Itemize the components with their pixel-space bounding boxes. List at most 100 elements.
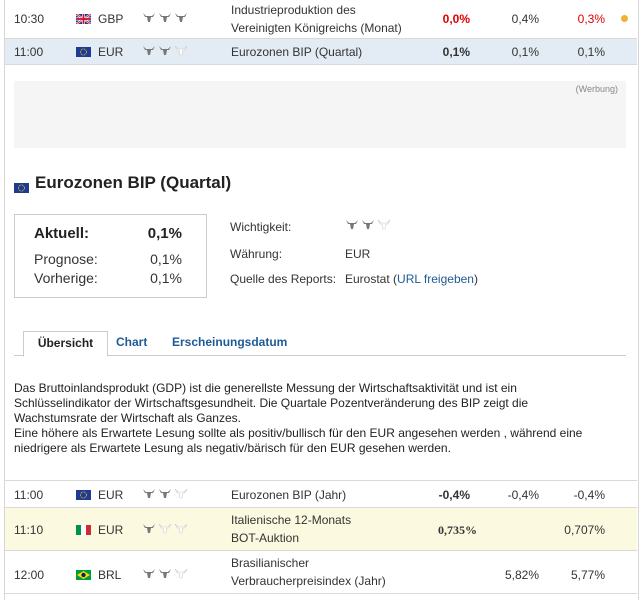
forecast-value: 5,82% xyxy=(504,568,539,582)
gb-flag-icon xyxy=(75,13,92,25)
event-name[interactable]: Eurozonen BIP (Jahr) xyxy=(231,488,347,502)
table-row[interactable]: 11:00 EUR Eurozonen BIP (Jahr) -0,4% -0,… xyxy=(5,482,637,508)
importance-rating xyxy=(142,12,188,23)
aktuell-label: Aktuell: xyxy=(34,225,90,242)
event-name-line2: Verbraucherpreisindex (Jahr) xyxy=(231,574,386,588)
event-name-line1: Brasilianischer xyxy=(231,556,310,570)
url-share-link[interactable]: URL freigeben xyxy=(397,272,474,286)
bull-icon-filled xyxy=(142,12,156,23)
event-time: 11:00 xyxy=(14,45,44,59)
eu-flag-icon xyxy=(76,46,91,57)
importance-rating xyxy=(142,523,188,534)
values-box: Aktuell: 0,1% Prognose: 0,1% Vorherige: … xyxy=(14,214,207,298)
forecast-value: -0,4% xyxy=(507,488,539,502)
description-line: niedrigere als Erwartete Lesung als nega… xyxy=(14,441,451,455)
description-line: Wachstumsrate der Wirtschaft als Ganzes. xyxy=(14,411,241,425)
prognose-value: 0,1% xyxy=(150,251,182,267)
eu-flag-icon xyxy=(14,178,29,193)
table-row[interactable]: 12:00 BRL Brasilianischer Verbraucherpre… xyxy=(5,551,637,594)
currency-code: EUR xyxy=(98,523,124,537)
event-name-line2: Vereinigten Königreichs (Monat) xyxy=(231,21,402,35)
bull-icon-empty xyxy=(174,523,188,534)
bull-icon-empty xyxy=(174,45,188,56)
event-name-line2: BOT-Auktion xyxy=(231,531,300,545)
quelle-source: Eurostat ( xyxy=(345,272,398,286)
tab-chart[interactable]: Chart xyxy=(116,335,148,349)
quelle-label: Quelle des Reports: xyxy=(230,272,337,286)
actual-value: 0,735% xyxy=(438,523,477,537)
ad-label: (Werbung) xyxy=(575,84,618,94)
event-name-line1: Industrieproduktion des xyxy=(231,3,356,17)
currency-code: EUR xyxy=(98,488,124,502)
section-divider xyxy=(5,480,637,481)
event-time: 11:10 xyxy=(14,523,44,537)
bull-icon-empty xyxy=(158,523,172,534)
currency-code: BRL xyxy=(98,568,122,582)
importance-rating xyxy=(345,219,391,230)
waehrung-label: Währung: xyxy=(230,247,283,261)
actual-value: 0,0% xyxy=(442,12,470,26)
currency-code: GBP xyxy=(98,12,124,26)
bull-icon-empty xyxy=(174,568,188,579)
forecast-value: 0,1% xyxy=(511,45,539,59)
previous-value: 0,707% xyxy=(564,523,605,537)
description-line: Eine höhere als Erwartete Lesung sollte … xyxy=(14,426,583,440)
bull-icon-filled xyxy=(142,488,156,499)
detail-tabs: Übersicht Chart Erscheinungsdatum xyxy=(14,331,626,357)
event-name-line1: Italienische 12-Monats xyxy=(231,513,352,527)
page-title-text: Eurozonen BIP (Quartal) xyxy=(35,173,232,192)
previous-value: 5,77% xyxy=(570,568,605,582)
bull-icon-filled xyxy=(158,568,172,579)
importance-rating xyxy=(142,488,188,499)
table-row-selected[interactable]: 11:00 EUR Eurozonen BIP (Quartal) 0,1% 0… xyxy=(5,39,637,65)
bull-icon-filled xyxy=(142,523,156,534)
event-description: Das Bruttoinlandsprodukt (GDP) ist die g… xyxy=(14,381,614,456)
table-row[interactable]: 10:30 GBP Industrieproduktion des Verein… xyxy=(5,0,637,39)
it-flag-icon xyxy=(76,524,91,535)
previous-value: 0,1% xyxy=(577,45,605,59)
bull-icon-filled xyxy=(174,12,188,23)
bull-icon-filled xyxy=(142,568,156,579)
bull-icon-filled xyxy=(361,219,375,230)
actual-value: -0,4% xyxy=(438,488,470,502)
bull-icon-filled xyxy=(158,12,172,23)
previous-value: -0,4% xyxy=(573,488,605,502)
bull-icon-empty xyxy=(377,219,391,230)
event-name[interactable]: Brasilianischer Verbraucherpreisindex (J… xyxy=(231,554,386,590)
ad-banner[interactable]: (Werbung) xyxy=(14,81,626,148)
aktuell-value: 0,1% xyxy=(147,225,182,242)
page-title: Eurozonen BIP (Quartal) xyxy=(14,173,231,193)
event-time: 11:00 xyxy=(14,488,44,502)
event-name[interactable]: Eurozonen BIP (Quartal) xyxy=(231,45,363,59)
eu-flag-icon xyxy=(76,489,91,500)
description-line: Schlüsselindikator der Wirtschaftsgesund… xyxy=(14,396,529,410)
orange-dot-indicator xyxy=(621,15,628,22)
wichtigkeit-label: Wichtigkeit: xyxy=(230,220,292,234)
event-name[interactable]: Industrieproduktion des Vereinigten Köni… xyxy=(231,1,402,37)
event-name[interactable]: Italienische 12-Monats BOT-Auktion xyxy=(231,511,351,547)
br-flag-icon xyxy=(76,569,91,580)
bull-icon-filled xyxy=(158,45,172,56)
prognose-label: Prognose: xyxy=(34,251,98,267)
description-line: Das Bruttoinlandsprodukt (GDP) ist die g… xyxy=(14,381,517,395)
quelle-value: Eurostat (URL freigeben) xyxy=(345,272,478,286)
importance-rating xyxy=(142,45,188,56)
importance-rating xyxy=(142,568,188,579)
event-time: 12:00 xyxy=(14,568,45,582)
quelle-close: ) xyxy=(473,272,478,286)
bull-icon-filled xyxy=(345,219,359,230)
table-row-highlighted[interactable]: 11:10 EUR Italienische 12-Monats BOT-Auk… xyxy=(5,508,637,551)
actual-value: 0,1% xyxy=(442,45,470,59)
tab-erscheinungsdatum[interactable]: Erscheinungsdatum xyxy=(172,335,288,349)
waehrung-value: EUR xyxy=(345,247,371,261)
event-time: 10:30 xyxy=(14,12,45,26)
bull-icon-filled xyxy=(158,488,172,499)
tab-uebersicht[interactable]: Übersicht xyxy=(23,331,108,357)
forecast-value: 0,4% xyxy=(511,12,539,26)
vorherige-label: Vorherige: xyxy=(34,270,98,286)
previous-value: 0,3% xyxy=(577,12,605,26)
currency-code: EUR xyxy=(98,45,124,59)
vorherige-value: 0,1% xyxy=(150,270,182,286)
bull-icon-empty xyxy=(174,488,188,499)
calendar-frame xyxy=(4,0,639,600)
